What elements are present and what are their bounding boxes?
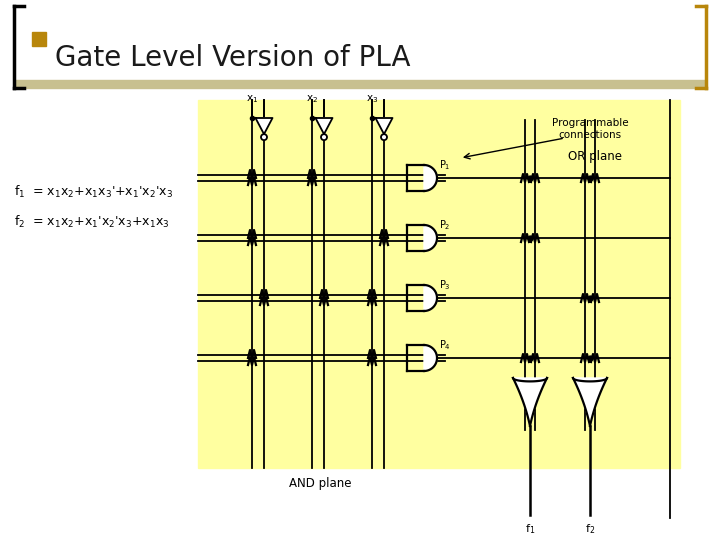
- Text: P$_1$: P$_1$: [439, 158, 451, 172]
- Text: x$_1$: x$_1$: [246, 93, 258, 105]
- Text: Gate Level Version of PLA: Gate Level Version of PLA: [55, 44, 410, 72]
- Polygon shape: [513, 378, 547, 426]
- Circle shape: [261, 134, 267, 140]
- Text: f$_2$  = x$_1$x$_2$+x$_1$'x$_2$'x$_3$+x$_1$x$_3$: f$_2$ = x$_1$x$_2$+x$_1$'x$_2$'x$_3$+x$_…: [14, 214, 170, 230]
- Text: OR plane: OR plane: [568, 150, 622, 163]
- Text: f$_1$: f$_1$: [525, 522, 535, 536]
- Text: AND plane: AND plane: [289, 477, 351, 490]
- Bar: [32, 32, 46, 46]
- Text: f$_2$: f$_2$: [585, 522, 595, 536]
- Polygon shape: [573, 378, 607, 426]
- Polygon shape: [407, 165, 437, 191]
- Text: Programmable
connections: Programmable connections: [552, 118, 629, 140]
- Polygon shape: [376, 118, 392, 134]
- Text: x$_2$: x$_2$: [306, 93, 318, 105]
- Polygon shape: [407, 345, 437, 371]
- Bar: [445, 100, 680, 468]
- Polygon shape: [315, 118, 333, 134]
- Bar: [198, 100, 445, 468]
- Circle shape: [321, 134, 327, 140]
- Polygon shape: [407, 285, 437, 311]
- Text: P$_2$: P$_2$: [439, 218, 451, 232]
- Text: x$_3$: x$_3$: [366, 93, 378, 105]
- Polygon shape: [407, 225, 437, 251]
- Text: P$_4$: P$_4$: [439, 338, 451, 352]
- Text: f$_1$  = x$_1$x$_2$+x$_1$x$_3$'+x$_1$'x$_2$'x$_3$: f$_1$ = x$_1$x$_2$+x$_1$x$_3$'+x$_1$'x$_…: [14, 184, 173, 200]
- Polygon shape: [256, 118, 272, 134]
- Text: P$_3$: P$_3$: [439, 278, 451, 292]
- Circle shape: [381, 134, 387, 140]
